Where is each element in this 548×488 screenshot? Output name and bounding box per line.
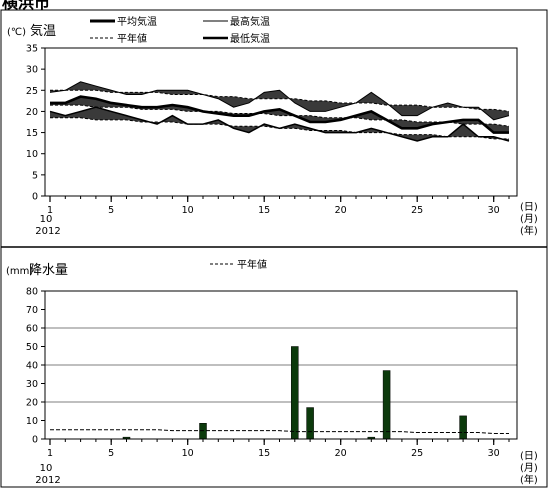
x-unit-day: (日): [520, 202, 538, 213]
precip-x-unit-year: (年): [520, 473, 538, 486]
precipitation-normal-line-group: [50, 429, 509, 434]
temperature-y-tick-label: 25: [26, 86, 38, 97]
temperature-unit-label: (℃): [7, 27, 26, 38]
temperature-y-tick-label: 35: [26, 44, 38, 55]
precipitation-x-tick-label: 15: [258, 448, 270, 459]
precipitation-y-tick-label: 80: [26, 287, 38, 298]
precipitation-legend: 平年値: [210, 258, 267, 271]
precipitation-bar: [459, 415, 467, 440]
x-unit-year: (年): [520, 224, 538, 237]
precipitation-gridlines: [45, 327, 517, 403]
temperature-band-min: [50, 107, 509, 142]
temperature-x-axis: 1 5 10 15 20 25 30: [47, 196, 510, 216]
temperature-line-max-normal: [50, 89, 510, 112]
precipitation-y-tick-label: 50: [26, 342, 38, 353]
temperature-year-label: 2012: [35, 226, 60, 237]
precipitation-x-tick-label: 1: [47, 448, 53, 459]
precipitation-y-tick-label: 10: [26, 416, 38, 427]
legend-precip-normal-label: 平年値: [237, 258, 267, 271]
precipitation-x-unit-labels: (日) (月) (年): [520, 451, 538, 486]
temperature-y-tick-label: 5: [32, 170, 38, 181]
temperature-y-tick-label: 15: [26, 128, 38, 139]
precipitation-y-axis: 0 10 20 30 40 50 60 70 80: [26, 287, 45, 446]
temperature-month-label: 10: [40, 214, 53, 225]
temperature-x-tick-label: 30: [488, 205, 500, 216]
temperature-x-unit-labels: (日) (月) (年): [520, 202, 538, 237]
precipitation-y-tick-label: 60: [26, 324, 38, 335]
temperature-x-tick-label: 5: [108, 205, 114, 216]
precip-x-unit-day: (日): [520, 451, 538, 462]
precipitation-bar: [306, 407, 314, 440]
temperature-title: 気温: [30, 23, 56, 39]
precipitation-bars: [122, 346, 467, 440]
temperature-x-tick-label: 1: [47, 205, 53, 216]
temperature-y-tick-label: 30: [26, 65, 38, 76]
temperature-band-max: [50, 81, 509, 120]
temperature-y-tick-label: 20: [26, 107, 38, 118]
temperature-panel: (℃) 気温 平均気温 平年値 最高気温 最低気温 05101520253035…: [7, 15, 538, 237]
figure-frame: [0, 9, 548, 488]
precipitation-unit-label: (mm): [6, 266, 33, 277]
temperature-y-axis: 0 5 10 15 20 25 30 35: [26, 44, 45, 203]
legend-max-label: 最高気温: [230, 15, 270, 28]
x-unit-month: (月): [520, 213, 538, 225]
precipitation-x-tick-label: 30: [488, 448, 500, 459]
precipitation-x-tick-label: 5: [108, 448, 114, 459]
page-title: 横浜市: [2, 0, 51, 12]
precipitation-bar: [291, 346, 299, 440]
temperature-x-tick-label: 15: [258, 205, 270, 216]
precipitation-x-axis: 1 5 10 15 20 25 30: [47, 439, 510, 459]
precipitation-y-tick-label: 20: [26, 398, 38, 409]
precipitation-x-tick-label: 25: [411, 448, 423, 459]
temperature-x-tick-label: 10: [182, 205, 194, 216]
precipitation-title: 降水量: [29, 263, 68, 278]
temperature-legend: 平均気温 平年値 最高気温 最低気温: [90, 15, 270, 45]
precipitation-y-tick-label: 70: [26, 305, 38, 316]
precipitation-x-tick-label: 20: [335, 448, 347, 459]
temperature-x-tick-label: 20: [335, 205, 347, 216]
legend-normal-label: 平年値: [117, 32, 147, 45]
precipitation-x-tick-label: 10: [182, 448, 194, 459]
temperature-line-max: [49, 81, 510, 121]
precipitation-normal-line: [50, 429, 509, 434]
temperature-y-tick-label: 0: [32, 192, 38, 203]
legend-min-label: 最低気温: [230, 32, 270, 45]
temperature-line-min: [49, 106, 510, 142]
temperature-line-mean: [50, 95, 509, 134]
precipitation-y-tick-label: 30: [26, 379, 38, 390]
temperature-line-mean-normal: [50, 104, 510, 127]
legend-mean-label: 平均気温: [117, 15, 157, 28]
precipitation-year-label: 2012: [35, 475, 60, 486]
temperature-plot-area: [44, 47, 518, 197]
temperature-series-lines: [49, 81, 510, 142]
temperature-y-tick-label: 10: [26, 149, 38, 160]
precipitation-bar: [382, 370, 391, 440]
precipitation-y-tick-label: 40: [26, 361, 38, 372]
precipitation-y-tick-label: 0: [32, 435, 38, 446]
temperature-x-tick-label: 25: [411, 205, 423, 216]
precipitation-month-label: 10: [40, 463, 53, 474]
precip-x-unit-month: (月): [520, 462, 538, 474]
